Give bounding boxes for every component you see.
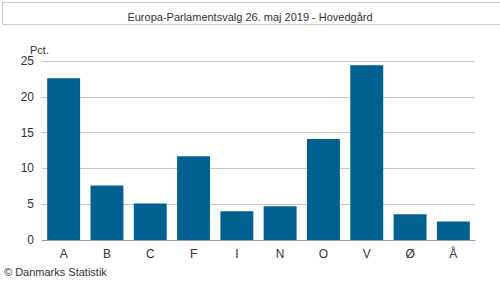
svg-text:I: I bbox=[235, 247, 238, 261]
svg-text:Pct.: Pct. bbox=[30, 43, 49, 56]
svg-text:Ø: Ø bbox=[405, 247, 414, 261]
svg-text:C: C bbox=[146, 247, 155, 261]
svg-text:N: N bbox=[276, 247, 285, 261]
svg-text:Europa-Parlamentsvalg 26. maj: Europa-Parlamentsvalg 26. maj 2019 - Hov… bbox=[127, 11, 372, 23]
svg-text:10: 10 bbox=[21, 161, 35, 175]
svg-text:20: 20 bbox=[21, 90, 35, 104]
svg-text:V: V bbox=[363, 247, 371, 261]
svg-text:25: 25 bbox=[21, 54, 35, 68]
svg-text:0: 0 bbox=[27, 233, 34, 247]
svg-text:F: F bbox=[190, 247, 197, 261]
svg-text:A: A bbox=[60, 247, 68, 261]
svg-text:Å: Å bbox=[449, 246, 457, 261]
svg-text:© Danmarks Statistik: © Danmarks Statistik bbox=[4, 266, 107, 278]
svg-text:15: 15 bbox=[21, 126, 35, 140]
svg-text:5: 5 bbox=[27, 197, 34, 211]
svg-text:B: B bbox=[103, 247, 111, 261]
svg-text:O: O bbox=[319, 247, 328, 261]
